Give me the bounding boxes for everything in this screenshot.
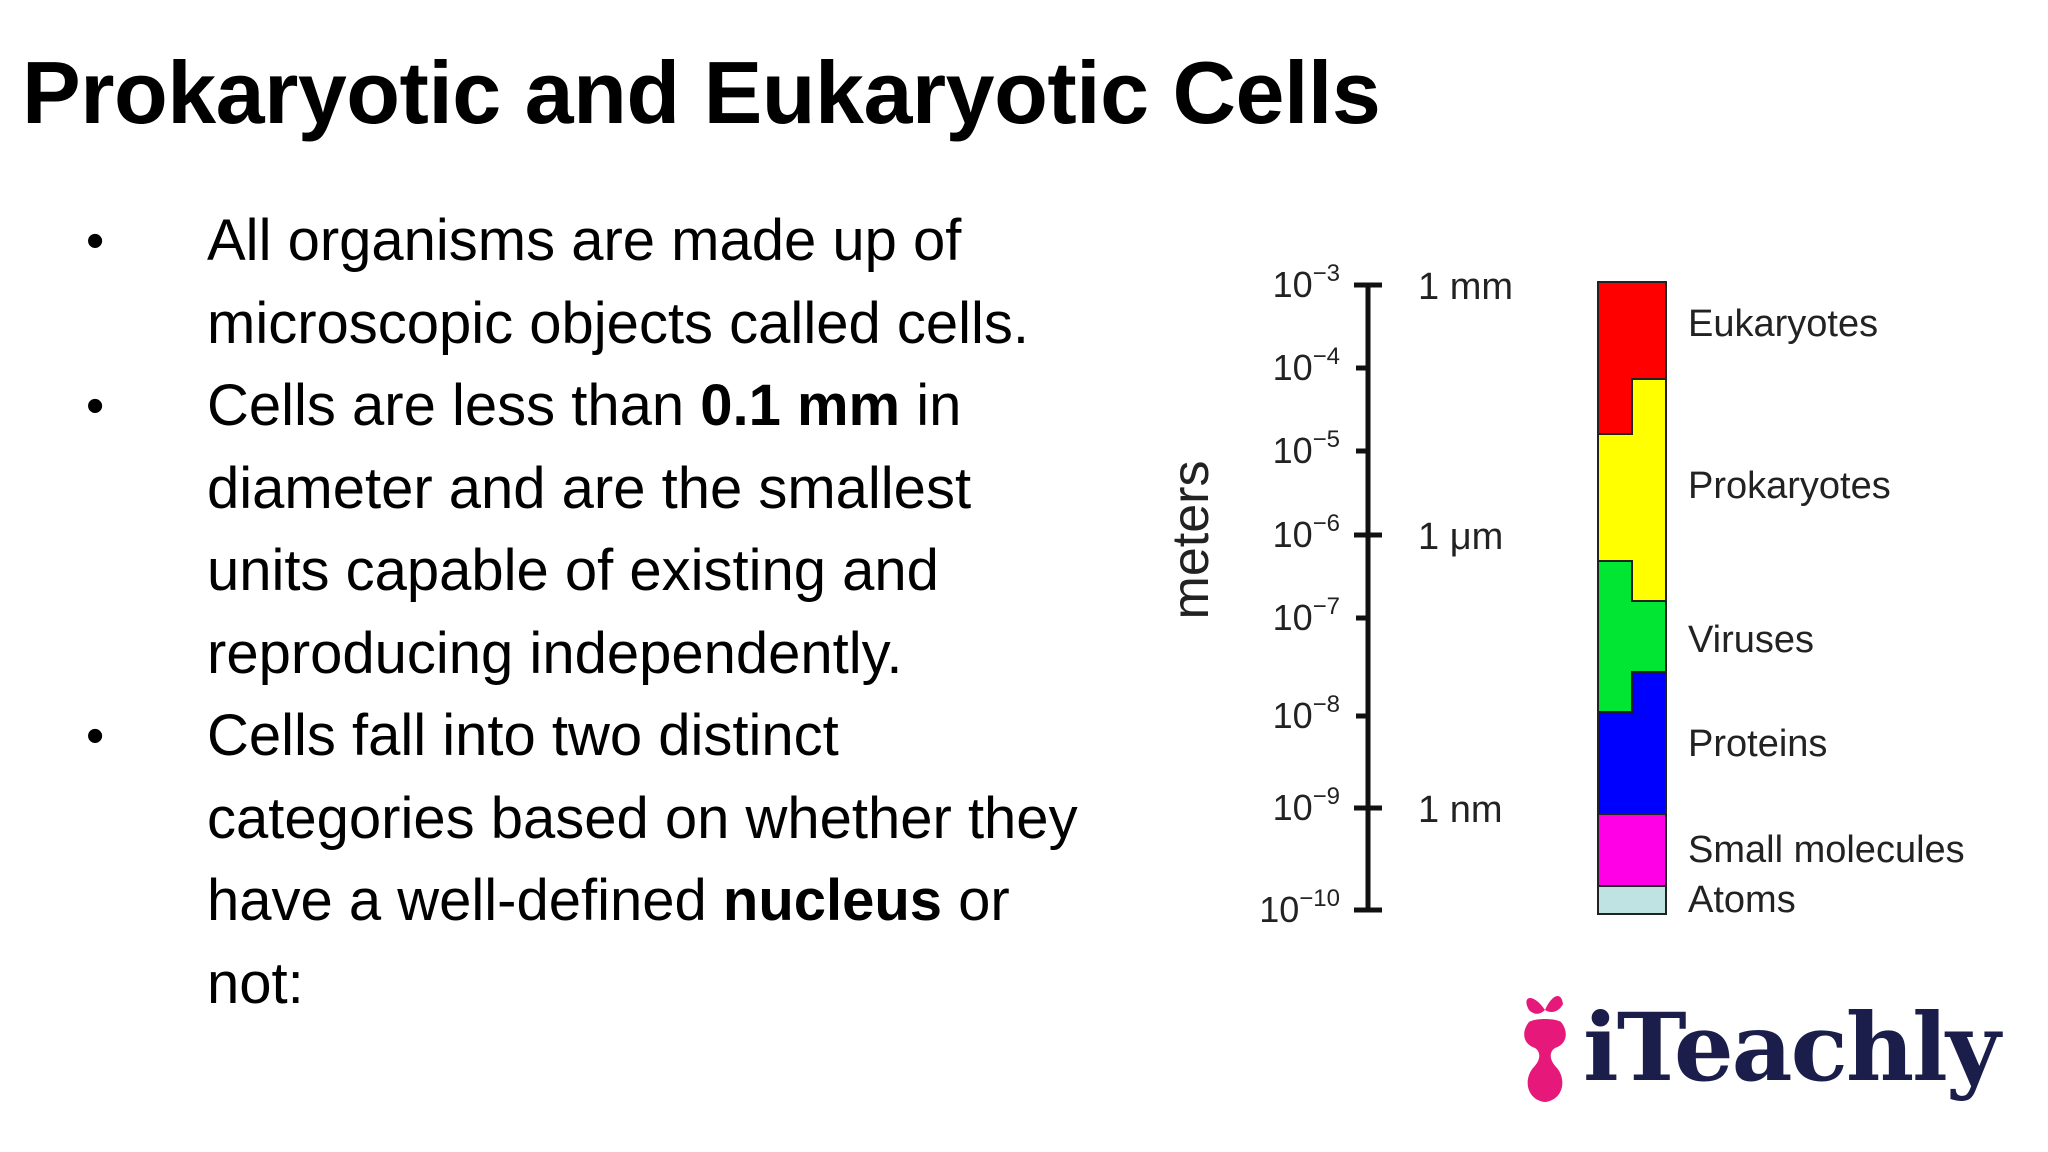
bullet-dot: • (86, 707, 105, 765)
category-region (1597, 813, 1667, 887)
apple-core-icon (1524, 996, 1566, 1102)
bullet-text: Cells fall into two distinct categories … (207, 703, 1078, 933)
bullet-text: All organisms are made up of microscopic… (207, 208, 1029, 356)
exponent-label: 10−7 (1273, 593, 1340, 638)
unit-label: 1 nm (1418, 789, 1502, 831)
category-label: Viruses (1688, 619, 1814, 661)
category-label: Atoms (1688, 879, 1796, 921)
bullet-list: • All organisms are made up of microscopi… (0, 200, 1080, 1025)
category-bar (1597, 281, 1667, 915)
exponent-label: 10−10 (1259, 885, 1340, 930)
bullet-bold-text: nucleus (722, 868, 943, 933)
unit-label: 1 μm (1418, 516, 1503, 558)
slide-title: Prokaryotic and Eukaryotic Cells (22, 43, 1381, 142)
bullet-item: • Cells are less than 0.1 mm in diameter … (0, 365, 1080, 695)
category-label: Prokaryotes (1688, 465, 1891, 507)
unit-label: 1 mm (1418, 266, 1513, 308)
exponent-label: 10−6 (1273, 510, 1340, 555)
exponent-label: 10−9 (1273, 783, 1340, 828)
exponent-label: 10−5 (1273, 426, 1340, 471)
axis-title: meters (1162, 461, 1220, 620)
category-labels: Eukaryotes Prokaryotes Viruses Proteins Smal… (1688, 303, 1965, 921)
exponent-label: 10−4 (1273, 343, 1340, 388)
category-label: Small molecules (1688, 829, 1965, 871)
bullet-text: or not: (207, 868, 1010, 1016)
exponent-label: 10−8 (1273, 691, 1340, 736)
bullet-item: • All organisms are made up of microscopi… (0, 200, 1080, 365)
exponent-label: 10−3 (1273, 260, 1340, 305)
bullet-text: in diameter and are the smallest units c… (207, 373, 972, 686)
bullet-dot: • (86, 212, 105, 270)
bullet-text: Cells are less than (207, 373, 701, 438)
scale-axis: 10−3 1 mm 10−4 10−5 10−6 1 μm 10−7 10−8 10−9 1 nm… (1162, 260, 1513, 930)
category-region (1597, 885, 1667, 915)
category-label: Proteins (1688, 723, 1827, 765)
bullet-item: • Cells fall into two distinct categories… (0, 695, 1080, 1025)
logo-text: iTeachly (1583, 993, 2000, 1103)
iteachly-logo: iTeachly (1515, 988, 2000, 1108)
bullet-bold-text: 0.1 mm (700, 373, 901, 438)
bullet-dot: • (86, 377, 105, 435)
category-label: Eukaryotes (1688, 303, 1878, 345)
